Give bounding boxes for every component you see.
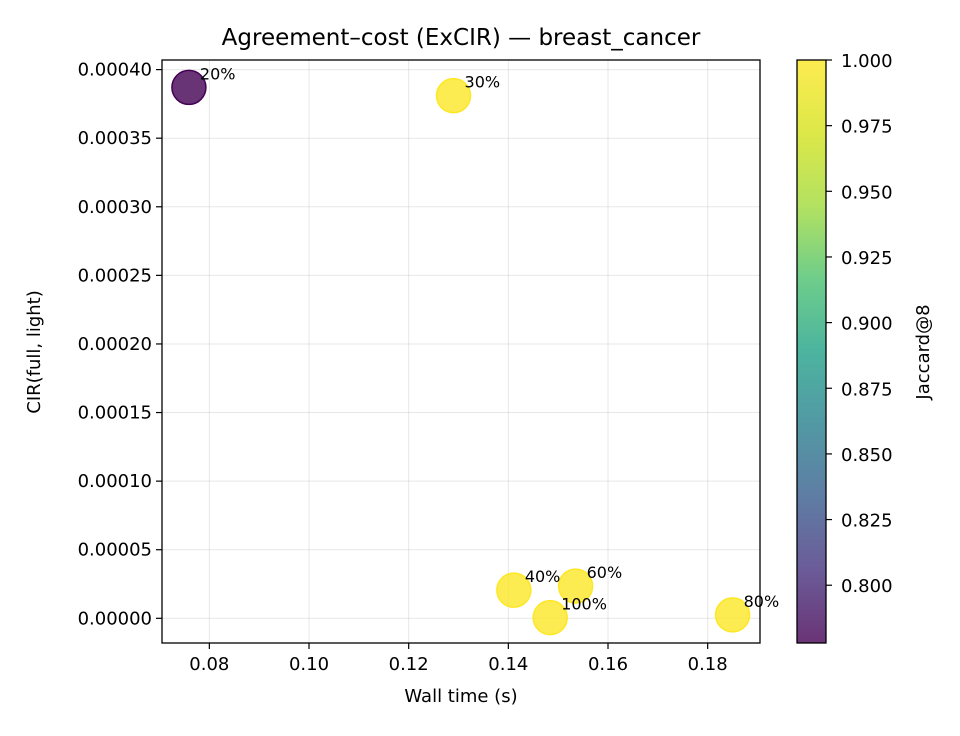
- y-tick-label: 0.00025: [78, 265, 152, 286]
- colorbar-tick-label: 0.950: [841, 182, 893, 203]
- y-tick-label: 0.00020: [78, 334, 152, 355]
- grid: [162, 60, 760, 643]
- data-point: [532, 599, 568, 636]
- y-tick-label: 0.00010: [78, 471, 152, 492]
- y-tick-label: 0.00035: [78, 128, 152, 149]
- x-tick-label: 0.12: [389, 654, 429, 675]
- colorbar: [796, 59, 827, 644]
- data-point: [435, 77, 472, 114]
- y-tick-label: 0.00030: [78, 197, 152, 218]
- x-tick-label: 0.10: [289, 654, 329, 675]
- y-axis-ticks: 0.00000 0.00005 0.00010 0.00015 0.00020 0.000…: [78, 60, 162, 629]
- x-tick-label: 0.08: [189, 654, 229, 675]
- data-point-label: 80%: [744, 592, 780, 611]
- plot-frame: [161, 59, 761, 644]
- colorbar-tick-label: 0.925: [841, 248, 893, 269]
- colorbar-tick-label: 0.850: [841, 445, 893, 466]
- colorbar-label: Jaccard@8: [913, 304, 934, 400]
- data-point-label: 40%: [525, 567, 561, 586]
- data-point-label: 20%: [200, 64, 236, 83]
- data-point: [714, 597, 751, 633]
- y-tick-label: 0.00005: [78, 540, 152, 561]
- data-point: [496, 572, 532, 608]
- y-tick-label: 0.00015: [78, 403, 152, 424]
- data-point-label: 30%: [465, 73, 501, 92]
- data-point: [557, 568, 594, 604]
- data-point-label: 60%: [587, 563, 623, 582]
- colorbar-tick-label: 1.000: [841, 51, 893, 72]
- x-tick-label: 0.18: [688, 654, 728, 675]
- x-tick-label: 0.14: [488, 654, 528, 675]
- chart-title: Agreement–cost (ExCIR) — breast_cancer: [222, 25, 701, 51]
- x-axis-label: Wall time (s): [404, 686, 517, 707]
- x-axis-ticks: 0.08 0.10 0.12 0.14 0.16 0.18: [189, 643, 728, 675]
- y-tick-label: 0.00040: [78, 60, 152, 81]
- point-labels: 20% 30% 40% 60% 100% 80%: [200, 64, 779, 613]
- colorbar-tick-label: 0.800: [841, 576, 893, 597]
- data-point: [171, 69, 207, 106]
- colorbar-ticks: 0.800 0.825 0.850 0.875 0.900 0.925 0.950 0.975…: [826, 51, 893, 597]
- colorbar-tick-label: 0.975: [841, 117, 893, 138]
- data-points: [171, 69, 751, 636]
- y-axis-label: CIR(full, light): [24, 290, 45, 414]
- colorbar-tick-label: 0.875: [841, 379, 893, 400]
- x-tick-label: 0.16: [588, 654, 628, 675]
- colorbar-tick-label: 0.900: [841, 314, 893, 335]
- colorbar-tick-label: 0.825: [841, 511, 893, 532]
- data-point-label: 100%: [561, 595, 607, 614]
- y-tick-label: 0.00000: [78, 608, 152, 629]
